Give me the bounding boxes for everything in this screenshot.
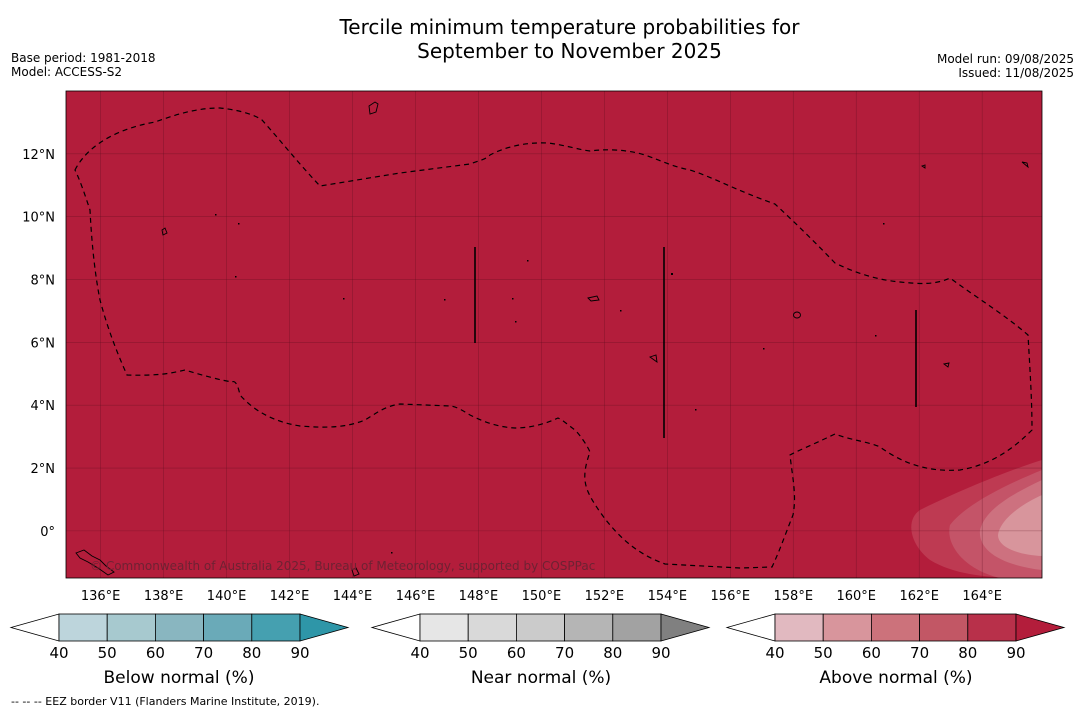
near-normal-title: Near normal (%) [470,668,612,688]
colorbar-tick-label: 90 [1006,644,1025,662]
colorbar-above: 40 50 60 70 80 90 [725,613,1066,662]
colorbar-tick-label: 60 [507,644,526,662]
colorbar-segment [251,613,301,642]
title-line-1: Tercile minimum temperature probabilitie… [339,15,800,39]
colorbar-segment [154,613,204,642]
right-metadata: Model run: 09/08/2025 Issued: 11/08/2025 [937,52,1074,80]
colorbar-tick-label: 70 [910,644,929,662]
colorbar-tick-label: 80 [242,644,261,662]
colorbar-high-extend [1015,613,1066,642]
colorbar-tick-label: 50 [98,644,117,662]
colorbar-tick-label: 60 [862,644,881,662]
longitude-label: 160°E [836,589,876,604]
colorbar-tick-label: 90 [651,644,670,662]
longitude-label: 148°E [459,589,499,604]
colorbar-near: 40 50 60 70 80 90 [370,613,711,662]
colorbars: 40 50 60 70 80 90 40 50 60 70 80 90 40 50 60 70 80 90 [9,613,1066,662]
latitude-label: 2°N [31,462,56,477]
longitude-label: 150°E [522,589,562,604]
map-background [66,91,1042,578]
latitude-labels: 12°N 10°N 8°N 6°N 4°N 2°N 0° [22,148,55,540]
colorbar-segment [919,613,969,642]
longitude-label: 136°E [81,589,121,604]
latitude-label: 0° [40,525,55,540]
eez-borders [74,107,1033,569]
longitude-label: 152°E [585,589,625,604]
colorbar-tick-label: 90 [290,644,309,662]
longitude-labels: 136°E 138°E 140°E 142°E 144°E 146°E 148°E 150°E… [81,589,1002,604]
title-line-2: September to November 2025 [417,39,722,63]
latitude-label: 6°N [31,336,56,351]
colorbar-tick-label: 50 [814,644,833,662]
island-outlines [75,101,1029,577]
colorbar-low-extend [725,613,776,642]
colorbar-segment [203,613,253,642]
colorbar-low-extend [370,613,421,642]
latitude-label: 4°N [31,399,56,414]
colorbar-tick-label: 40 [765,644,784,662]
longitude-label: 164°E [962,589,1002,604]
longitude-label: 138°E [144,589,184,604]
colorbar-segment [106,613,156,642]
below-normal-title: Below normal (%) [103,668,255,688]
colorbar-tick-label: 70 [194,644,213,662]
latitude-label: 10°N [22,211,55,226]
colorbar-segment [612,613,662,642]
base-period: Base period: 1981-2018 [11,51,156,65]
colorbar-tick-label: 50 [459,644,478,662]
issued-date: Issued: 11/08/2025 [958,66,1074,80]
longitude-label: 162°E [899,589,939,604]
above-normal-title: Above normal (%) [819,668,973,688]
longitude-label: 154°E [648,589,688,604]
warm-anomaly-shading [911,460,1042,578]
longitude-label: 158°E [774,589,814,604]
colorbar-segment [516,613,566,642]
graticule [66,91,1042,578]
longitude-label: 144°E [333,589,373,604]
colorbar-segment [58,613,108,642]
longitude-label: 146°E [396,589,436,604]
colorbar-segment [419,613,469,642]
longitude-label: 142°E [270,589,310,604]
model-name: Model: ACCESS-S2 [11,65,123,79]
colorbar-low-extend [9,613,60,642]
longitude-label: 140°E [207,589,247,604]
colorbar-tick-label: 60 [146,644,165,662]
latitude-label: 8°N [31,274,56,289]
copyright-notice: © Commonwealth of Australia 2025, Bureau… [90,559,595,573]
left-metadata: Base period: 1981-2018 Model: ACCESS-S2 [11,51,156,79]
colorbar-segment [564,613,614,642]
map-title: Tercile minimum temperature probabilitie… [0,15,1085,63]
eez-footnote: -- -- -- EEZ border V11 (Flanders Marine… [11,695,320,708]
longitude-label: 156°E [711,589,751,604]
colorbar-segment [774,613,824,642]
colorbar-high-extend [660,613,711,642]
colorbar-segment [871,613,921,642]
colorbar-segment [467,613,517,642]
colorbar-high-extend [299,613,350,642]
colorbar-tick-label: 40 [49,644,68,662]
colorbar-segment [967,613,1017,642]
model-run: Model run: 09/08/2025 [936,52,1074,66]
colorbar-tick-label: 40 [410,644,429,662]
colorbar-tick-label: 70 [555,644,574,662]
colorbar-below: 40 50 60 70 80 90 [9,613,350,662]
colorbar-tick-label: 80 [958,644,977,662]
colorbar-segment [822,613,872,642]
colorbar-tick-label: 80 [603,644,622,662]
map-frame [65,90,1043,579]
latitude-label: 12°N [22,148,55,163]
islet-dots [215,214,885,554]
